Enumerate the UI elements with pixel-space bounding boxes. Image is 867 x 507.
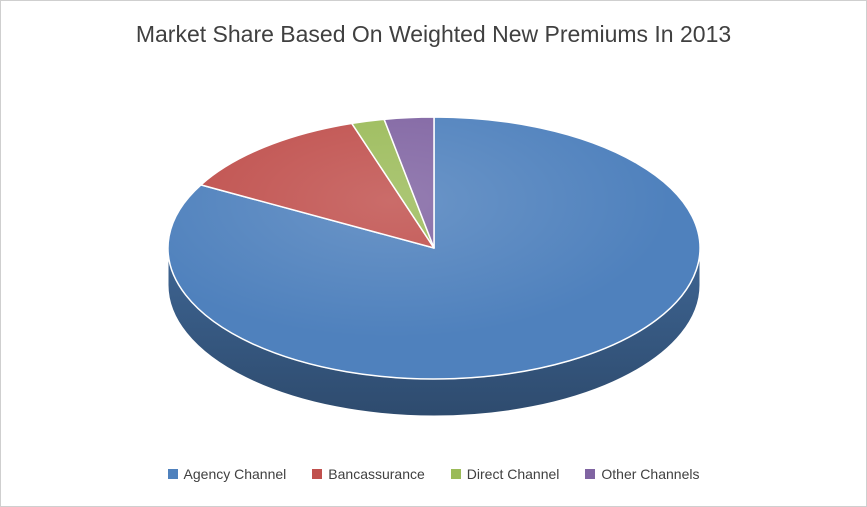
legend-swatch-icon [450, 469, 461, 479]
legend-label: Bancassurance [328, 466, 425, 482]
legend-label: Direct Channel [466, 466, 560, 482]
legend-label: Agency Channel [183, 466, 287, 482]
chart-title: Market Share Based On Weighted New Premi… [135, 21, 732, 47]
legend-label: Other Channels [601, 466, 700, 482]
legend-item-2: Direct Channel [450, 466, 560, 482]
legend-item-1: Bancassurance [312, 466, 425, 482]
legend-swatch-icon [167, 469, 178, 479]
legend-swatch-icon [312, 469, 323, 479]
legend-item-0: Agency Channel [167, 466, 287, 482]
legend-swatch-icon [585, 469, 596, 479]
chart-legend: Agency Channel Bancassurance Direct Channe… [1, 466, 866, 482]
legend-item-3: Other Channels [585, 466, 699, 482]
